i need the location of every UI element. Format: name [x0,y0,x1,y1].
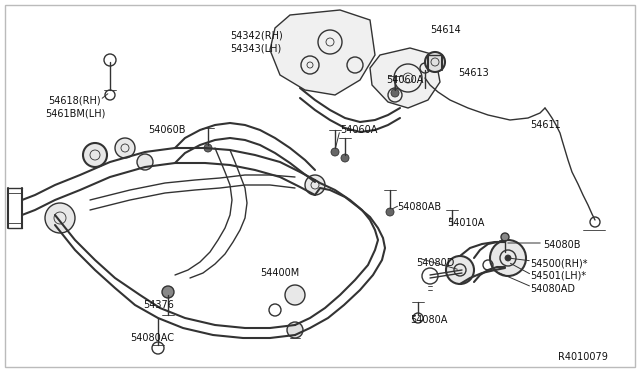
Text: 54613: 54613 [458,68,489,78]
Circle shape [505,255,511,261]
Text: 54080AB: 54080AB [397,202,441,212]
Circle shape [45,203,75,233]
Text: 54501(LH)*: 54501(LH)* [530,271,586,281]
Circle shape [446,256,474,284]
Circle shape [285,285,305,305]
Text: 54080AD: 54080AD [530,284,575,294]
Text: 54060B: 54060B [148,125,186,135]
Text: 54376: 54376 [143,300,174,310]
Circle shape [287,322,303,338]
Circle shape [341,154,349,162]
Circle shape [137,154,153,170]
Text: 54400M: 54400M [260,268,300,278]
Circle shape [331,148,339,156]
Text: 54060A: 54060A [386,75,424,85]
Polygon shape [370,48,440,108]
Text: 54080D: 54080D [416,258,454,268]
Circle shape [386,208,394,216]
Text: 54611: 54611 [530,120,561,130]
Text: 54080AC: 54080AC [130,333,174,343]
Text: 54342(RH): 54342(RH) [230,30,283,40]
Text: 54010A: 54010A [447,218,484,228]
Text: 54080B: 54080B [543,240,580,250]
Text: 54500(RH)*: 54500(RH)* [530,258,588,268]
Circle shape [501,233,509,241]
Circle shape [115,138,135,158]
Text: 54614: 54614 [430,25,461,35]
Circle shape [305,175,325,195]
Circle shape [425,52,445,72]
Text: 54080A: 54080A [410,315,447,325]
Circle shape [162,286,174,298]
Circle shape [204,144,212,152]
Polygon shape [270,10,375,95]
Circle shape [391,89,399,97]
Circle shape [490,240,526,276]
Text: 54618(RH): 54618(RH) [48,95,100,105]
Text: R4010079: R4010079 [558,352,608,362]
Circle shape [83,143,107,167]
Text: 54060A: 54060A [340,125,378,135]
Text: 54343(LH): 54343(LH) [230,43,281,53]
Text: 5461BM(LH): 5461BM(LH) [45,108,106,118]
